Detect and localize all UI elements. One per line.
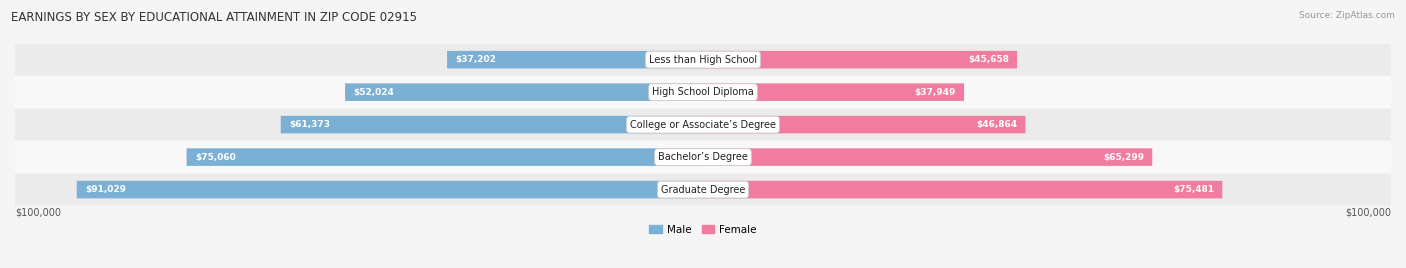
- Text: $61,373: $61,373: [290, 120, 330, 129]
- FancyBboxPatch shape: [703, 83, 965, 101]
- Text: Graduate Degree: Graduate Degree: [661, 185, 745, 195]
- Legend: Male, Female: Male, Female: [645, 220, 761, 239]
- FancyBboxPatch shape: [344, 83, 703, 101]
- FancyBboxPatch shape: [77, 181, 703, 198]
- FancyBboxPatch shape: [703, 148, 1153, 166]
- Text: $100,000: $100,000: [15, 208, 60, 218]
- Text: $37,202: $37,202: [456, 55, 496, 64]
- Text: Less than High School: Less than High School: [650, 55, 756, 65]
- FancyBboxPatch shape: [15, 141, 1391, 173]
- Text: $65,299: $65,299: [1102, 152, 1144, 162]
- Text: College or Associate’s Degree: College or Associate’s Degree: [630, 120, 776, 130]
- Text: $91,029: $91,029: [84, 185, 127, 194]
- Text: $37,949: $37,949: [914, 88, 956, 97]
- Text: $75,060: $75,060: [195, 152, 236, 162]
- FancyBboxPatch shape: [703, 51, 1017, 68]
- Text: $46,864: $46,864: [976, 120, 1017, 129]
- FancyBboxPatch shape: [447, 51, 703, 68]
- FancyBboxPatch shape: [703, 116, 1025, 133]
- FancyBboxPatch shape: [15, 44, 1391, 76]
- Text: Source: ZipAtlas.com: Source: ZipAtlas.com: [1299, 11, 1395, 20]
- Text: $100,000: $100,000: [1346, 208, 1391, 218]
- Text: $45,658: $45,658: [967, 55, 1010, 64]
- Text: $52,024: $52,024: [353, 88, 394, 97]
- Text: Bachelor’s Degree: Bachelor’s Degree: [658, 152, 748, 162]
- FancyBboxPatch shape: [15, 174, 1391, 206]
- Text: EARNINGS BY SEX BY EDUCATIONAL ATTAINMENT IN ZIP CODE 02915: EARNINGS BY SEX BY EDUCATIONAL ATTAINMEN…: [11, 11, 418, 24]
- Text: High School Diploma: High School Diploma: [652, 87, 754, 97]
- FancyBboxPatch shape: [15, 109, 1391, 140]
- FancyBboxPatch shape: [703, 181, 1222, 198]
- Text: $75,481: $75,481: [1173, 185, 1213, 194]
- FancyBboxPatch shape: [281, 116, 703, 133]
- FancyBboxPatch shape: [15, 76, 1391, 108]
- FancyBboxPatch shape: [187, 148, 703, 166]
